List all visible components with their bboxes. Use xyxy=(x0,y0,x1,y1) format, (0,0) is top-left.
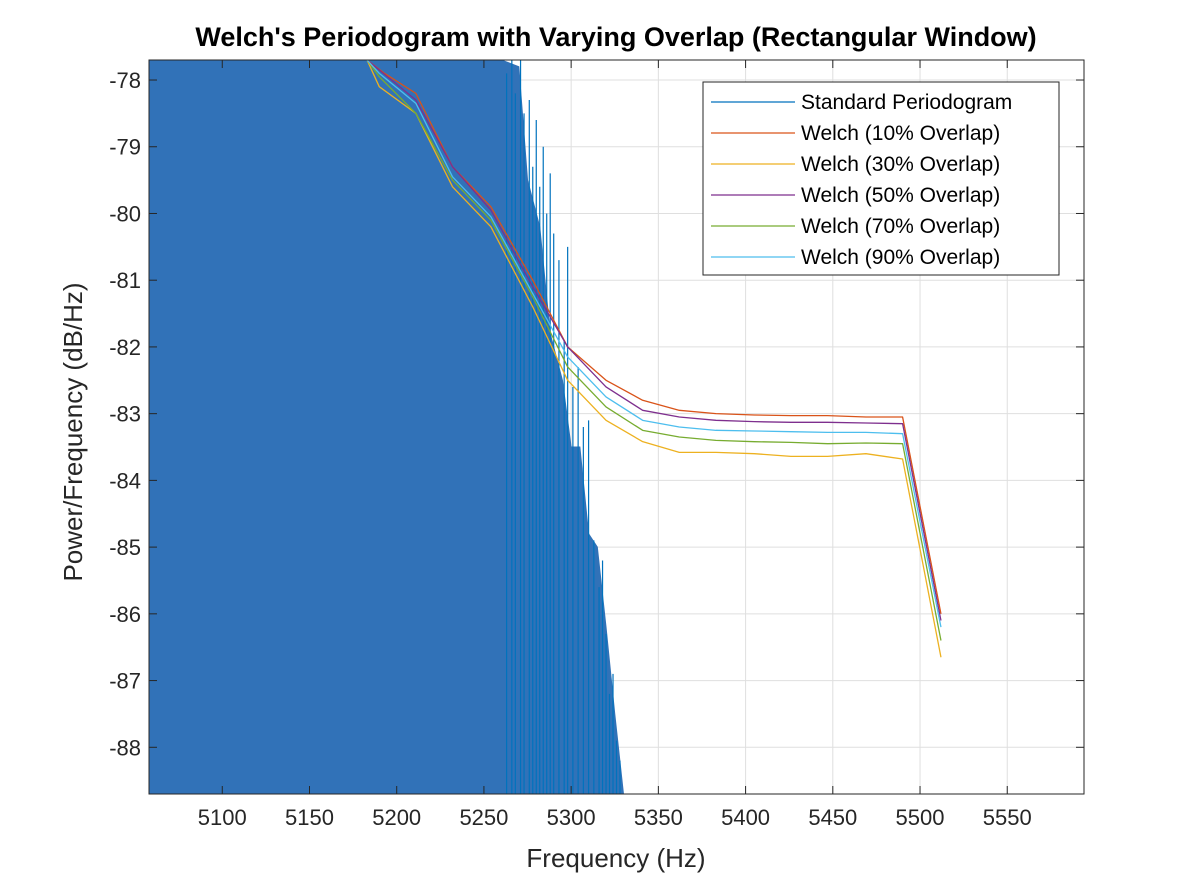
series-line-welch-5 xyxy=(366,60,942,628)
legend-label: Welch (90% Overlap) xyxy=(801,246,1000,269)
x-tick-label: 5350 xyxy=(634,805,683,830)
x-tick-label: 5500 xyxy=(896,805,945,830)
legend-label: Welch (10% Overlap) xyxy=(801,122,1000,145)
y-tick-label: -87 xyxy=(109,669,141,694)
y-tick-label: -79 xyxy=(109,135,141,160)
x-tick-label: 5300 xyxy=(547,805,596,830)
y-tick-label: -78 xyxy=(109,68,141,93)
legend-label: Welch (50% Overlap) xyxy=(801,184,1000,207)
axes-frame xyxy=(148,59,1085,795)
legend-entries: Standard Periodogram Welch (10% Overlap) W… xyxy=(711,91,1012,269)
data-series xyxy=(149,60,942,794)
y-tick-label: -86 xyxy=(109,602,141,627)
series-line-welch-1 xyxy=(366,60,942,614)
y-tick-label: -84 xyxy=(109,468,141,493)
x-tick-label: 5200 xyxy=(372,805,421,830)
legend-label: Standard Periodogram xyxy=(801,91,1012,114)
legend: Standard Periodogram Welch (10% Overlap) W… xyxy=(702,81,1060,276)
x-tick-label: 5150 xyxy=(285,805,334,830)
y-tick-label: -81 xyxy=(109,268,141,293)
series-line-welch-3 xyxy=(366,60,942,621)
series-line-welch-2 xyxy=(366,60,942,658)
legend-label: Welch (30% Overlap) xyxy=(801,153,1000,176)
y-tick-label: -83 xyxy=(109,402,141,427)
x-tick-label: 5250 xyxy=(459,805,508,830)
legend-box xyxy=(702,81,1060,276)
x-tick-label: 5100 xyxy=(198,805,247,830)
y-tick-label: -82 xyxy=(109,335,141,360)
x-tick-label: 5450 xyxy=(808,805,857,830)
axis-ticks: 5100 5150 5200 5250 5300 5350 5400 5450 5500 5550… xyxy=(109,60,1084,830)
x-tick-label: 5400 xyxy=(721,805,770,830)
x-tick-label: 5550 xyxy=(983,805,1032,830)
y-tick-label: -85 xyxy=(109,535,141,560)
y-tick-label: -80 xyxy=(109,201,141,226)
x-axis-title: Frequency (Hz) xyxy=(526,843,705,873)
chart-title: Welch's Periodogram with Varying Overlap… xyxy=(195,22,1036,52)
legend-label: Welch (70% Overlap) xyxy=(801,215,1000,238)
series-line-welch-4 xyxy=(366,60,942,641)
y-tick-label: -88 xyxy=(109,735,141,760)
y-axis-title: Power/Frequency (dB/Hz) xyxy=(58,282,88,581)
